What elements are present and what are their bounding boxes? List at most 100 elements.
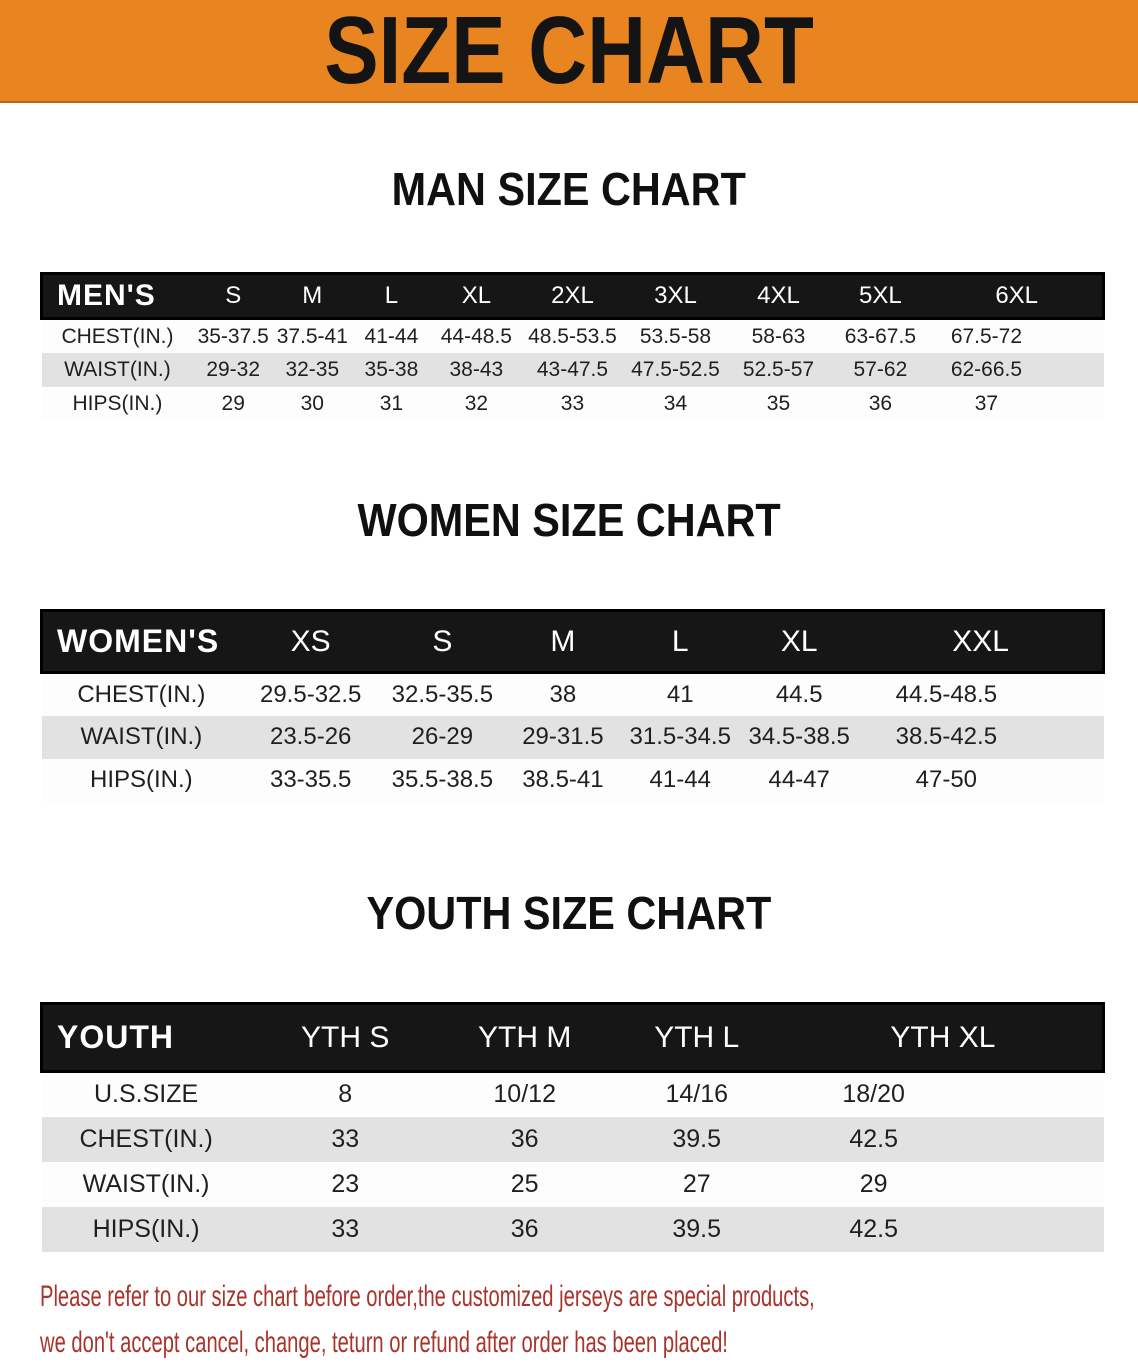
row-label: WAIST(IN.) [41, 715, 242, 759]
size-value-cell: 8 [250, 1071, 440, 1117]
size-value-cell: 37.5-41 [273, 318, 352, 353]
women-section-title-wrap: WOMEN SIZE CHART [0, 459, 1138, 581]
size-value-cell: 42.5 [783, 1116, 1104, 1162]
women-section-title: WOMEN SIZE CHART [357, 494, 781, 547]
size-column-header: YTH M [439, 1002, 610, 1074]
row-label: WAIST(IN.) [41, 352, 194, 387]
row-label: CHEST(IN.) [41, 672, 242, 716]
size-value-cell: 25 [439, 1161, 610, 1207]
size-value-cell: 47-50 [859, 758, 1104, 802]
size-value-cell: 41 [621, 672, 740, 716]
row-label: U.S.SIZE [41, 1071, 251, 1117]
size-column-header: 6XL [931, 272, 1106, 321]
women-size-table: WOMEN'S XS S M L XL XXL CHEST(IN.) 29.5-32.5 32.5… [40, 609, 1106, 802]
table-group-label: MEN'S [40, 272, 194, 321]
row-label: CHEST(IN.) [41, 318, 194, 353]
size-value-cell: 36 [439, 1116, 610, 1162]
size-value-cell: 67.5-72 [931, 318, 1104, 353]
size-value-cell: 63-67.5 [829, 318, 932, 353]
size-value-cell: 35-37.5 [193, 318, 274, 353]
size-value-cell: 44-47 [739, 758, 860, 802]
measurement-row: WAIST(IN.) 23.5-26 26-29 29-31.5 31.5-34.5 34… [41, 715, 1104, 759]
size-value-cell: 58-63 [727, 318, 830, 353]
size-value-cell: 29 [193, 386, 274, 421]
size-column-header: XL [739, 609, 860, 675]
size-value-cell: 33 [250, 1206, 440, 1252]
table-header-row: WOMEN'S XS S M L XL XXL [40, 609, 1106, 675]
size-value-cell: 34 [623, 386, 728, 421]
size-value-cell: 35-38 [351, 352, 432, 387]
measurement-row: CHEST(IN.) 33 36 39.5 42.5 [41, 1116, 1104, 1162]
youth-section-title-wrap: YOUTH SIZE CHART [0, 852, 1138, 974]
table-header-row: MEN'S S M L XL 2XL 3XL 4XL 5XL 6XL [40, 272, 1106, 321]
measurement-row: WAIST(IN.) 23 25 27 29 [41, 1161, 1104, 1207]
size-value-cell: 29-32 [193, 352, 274, 387]
size-value-cell: 41-44 [621, 758, 740, 802]
size-value-cell: 57-62 [829, 352, 932, 387]
size-column-header: S [380, 609, 505, 675]
size-value-cell: 52.5-57 [727, 352, 830, 387]
size-value-cell: 39.5 [609, 1206, 784, 1252]
measurement-row: CHEST(IN.) 35-37.5 37.5-41 41-44 44-48.5 48.5… [41, 318, 1104, 353]
size-value-cell: 32.5-35.5 [380, 672, 505, 716]
size-value-cell: 35.5-38.5 [380, 758, 505, 802]
measurement-row: HIPS(IN.) 33-35.5 35.5-38.5 38.5-41 41-44 44-… [41, 758, 1104, 802]
row-label: HIPS(IN.) [41, 1206, 251, 1252]
page-title: SIZE CHART [324, 0, 814, 104]
size-value-cell: 39.5 [609, 1116, 784, 1162]
size-value-cell: 30 [273, 386, 352, 421]
size-value-cell: 36 [439, 1206, 610, 1252]
measurement-row: CHEST(IN.) 29.5-32.5 32.5-35.5 38 41 44.5 44.5… [41, 672, 1104, 716]
size-column-header: XL [431, 272, 522, 321]
size-value-cell: 29-31.5 [504, 715, 622, 759]
table-header-row: YOUTH YTH S YTH M YTH L YTH XL [39, 1002, 1105, 1074]
size-value-cell: 10/12 [439, 1071, 610, 1117]
size-column-header: 4XL [727, 272, 830, 321]
size-value-cell: 35 [727, 386, 830, 421]
size-value-cell: 44.5-48.5 [859, 672, 1104, 716]
size-value-cell: 47.5-52.5 [623, 352, 728, 387]
size-column-header: 3XL [623, 272, 728, 321]
men-section-title: MAN SIZE CHART [391, 163, 747, 216]
size-column-header: M [273, 272, 352, 321]
size-value-cell: 62-66.5 [931, 352, 1104, 387]
order-notice: Please refer to our size chart before or… [40, 1274, 1138, 1366]
size-column-header: L [621, 609, 740, 675]
size-value-cell: 14/16 [609, 1071, 784, 1117]
banner: SIZE CHART [0, 0, 1138, 103]
size-column-header: 2XL [521, 272, 624, 321]
measurement-row: HIPS(IN.) 29 30 31 32 33 34 35 36 37 [41, 386, 1104, 421]
table-group-label: WOMEN'S [40, 609, 242, 675]
size-value-cell: 31 [351, 386, 432, 421]
size-value-cell: 38.5-41 [504, 758, 622, 802]
measurement-row: WAIST(IN.) 29-32 32-35 35-38 38-43 43-47.5 47.… [41, 352, 1104, 387]
notice-line-1-text: Please refer to our size chart before or… [40, 1279, 815, 1313]
men-section-title-wrap: MAN SIZE CHART [0, 128, 1138, 250]
size-value-cell: 34.5-38.5 [739, 715, 860, 759]
row-label: HIPS(IN.) [41, 758, 242, 802]
size-column-header: YTH L [609, 1002, 784, 1074]
size-value-cell: 44.5 [739, 672, 860, 716]
size-value-cell: 38 [504, 672, 622, 716]
size-column-header: YTH S [250, 1002, 440, 1074]
size-value-cell: 53.5-58 [623, 318, 728, 353]
size-value-cell: 48.5-53.5 [521, 318, 624, 353]
size-value-cell: 31.5-34.5 [621, 715, 740, 759]
size-value-cell: 33-35.5 [241, 758, 381, 802]
size-value-cell: 23 [250, 1161, 440, 1207]
size-value-cell: 38-43 [431, 352, 522, 387]
size-value-cell: 33 [250, 1116, 440, 1162]
size-column-header: L [351, 272, 432, 321]
table-group-label: YOUTH [39, 1002, 251, 1074]
size-column-header: S [193, 272, 274, 321]
row-label: WAIST(IN.) [41, 1161, 251, 1207]
size-value-cell: 36 [829, 386, 932, 421]
youth-section-title: YOUTH SIZE CHART [366, 886, 772, 939]
size-value-cell: 37 [931, 386, 1104, 421]
size-value-cell: 27 [609, 1161, 784, 1207]
size-value-cell: 32 [431, 386, 522, 421]
size-value-cell: 18/20 [783, 1071, 1104, 1117]
size-column-header: YTH XL [783, 1002, 1105, 1074]
size-value-cell: 38.5-42.5 [859, 715, 1104, 759]
